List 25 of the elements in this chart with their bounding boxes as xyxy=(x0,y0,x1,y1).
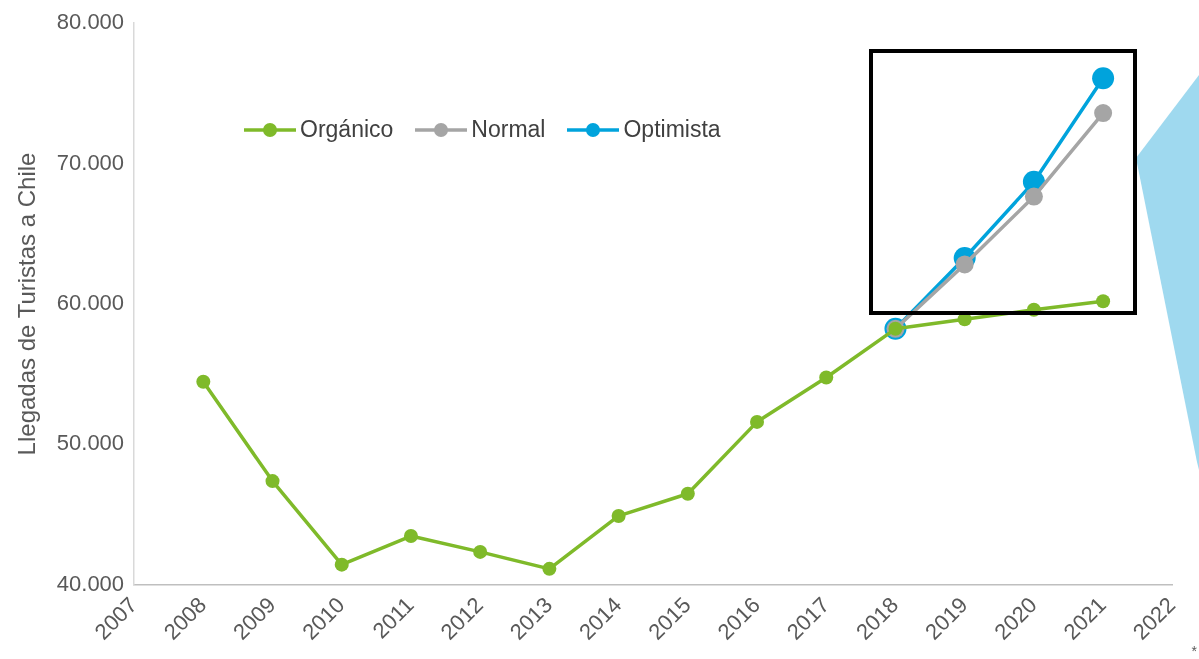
y-tick-label: 50.000 xyxy=(56,430,125,456)
point xyxy=(819,370,834,385)
point xyxy=(1096,294,1111,309)
point xyxy=(1094,104,1113,123)
point xyxy=(750,414,765,429)
text: * xyxy=(1191,643,1197,659)
y-axis-title: Llegadas de Turistas a Chile xyxy=(13,152,41,456)
point xyxy=(680,486,695,501)
point xyxy=(1092,67,1115,90)
y-tick-label: 70.000 xyxy=(56,149,125,175)
legend-label: Optimista xyxy=(623,116,721,143)
point xyxy=(334,557,349,572)
point xyxy=(473,544,488,559)
y-tick-label: 60.000 xyxy=(56,290,125,316)
legend-label: Normal xyxy=(471,116,546,143)
legend-label: Orgánico xyxy=(300,116,394,143)
point xyxy=(265,474,280,489)
y-tick-label: 80.000 xyxy=(56,9,125,35)
point xyxy=(611,508,626,523)
point xyxy=(542,561,557,576)
y-tick-label: 40.000 xyxy=(56,570,125,596)
point xyxy=(403,529,418,544)
point xyxy=(955,255,974,274)
point xyxy=(1024,187,1043,206)
point xyxy=(196,374,211,389)
